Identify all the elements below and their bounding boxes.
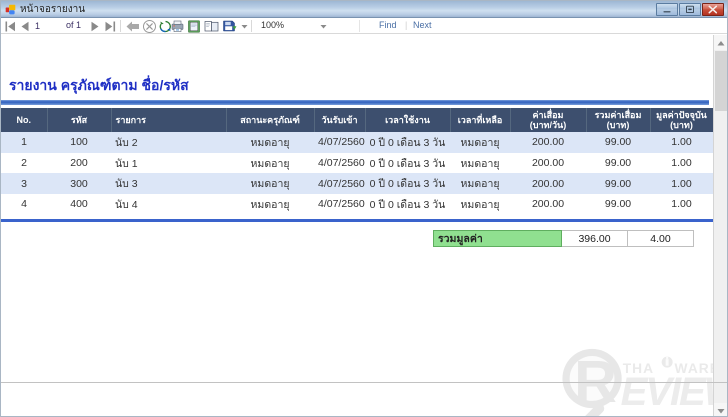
svg-text:EVIEW: EVIEW bbox=[621, 369, 713, 414]
